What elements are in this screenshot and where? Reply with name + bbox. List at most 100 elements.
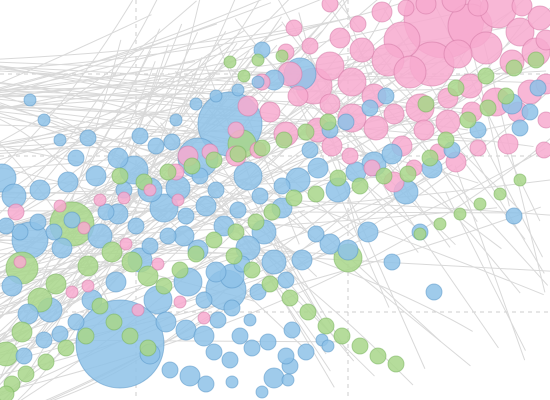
bubble-blue[interactable] [529, 79, 547, 97]
bubble-pink[interactable] [363, 115, 389, 141]
bubble-pink[interactable] [173, 295, 187, 309]
bubble-green[interactable] [473, 197, 487, 211]
bubble-green[interactable] [45, 273, 67, 295]
bubble-blue[interactable] [205, 261, 227, 283]
bubble-green[interactable] [297, 123, 315, 141]
bubble-green[interactable] [493, 187, 507, 201]
bubble-blue[interactable] [149, 193, 179, 223]
bubble-blue[interactable] [107, 147, 129, 169]
bubble-blue[interactable] [85, 165, 107, 187]
bubble-green[interactable] [251, 53, 265, 67]
bubble-green[interactable] [413, 227, 427, 241]
bubble-blue[interactable] [243, 339, 261, 357]
bubble-green[interactable] [243, 261, 261, 279]
bubble-blue[interactable] [57, 171, 79, 193]
bubble-blue[interactable] [1, 275, 23, 297]
bubble-blue[interactable] [231, 327, 249, 345]
bubble-pink[interactable] [131, 303, 145, 317]
bubble-green[interactable] [91, 297, 109, 315]
bubble-green[interactable] [37, 353, 55, 371]
bubble-pink[interactable] [511, 0, 533, 17]
bubble-blue[interactable] [225, 375, 239, 389]
bubble-blue[interactable] [249, 283, 267, 301]
bubble-pink[interactable] [341, 147, 359, 165]
bubble-green[interactable] [437, 131, 455, 149]
bubble-pink[interactable] [315, 51, 345, 81]
bubble-blue[interactable] [29, 179, 51, 201]
bubble-green[interactable] [351, 337, 369, 355]
bubble-blue[interactable] [243, 313, 257, 327]
bubble-blue[interactable] [207, 181, 225, 199]
bubble-blue[interactable] [377, 87, 395, 105]
bubble-blue[interactable] [361, 99, 379, 117]
bubble-pink[interactable] [349, 15, 367, 33]
bubble-blue[interactable] [163, 133, 181, 151]
bubble-green[interactable] [263, 203, 281, 221]
bubble-green[interactable] [447, 79, 465, 97]
bubble-blue[interactable] [159, 227, 177, 245]
bubble-pink[interactable] [413, 119, 435, 141]
bubble-pink[interactable] [441, 0, 467, 13]
bubble-green[interactable] [17, 365, 35, 383]
bubble-green[interactable] [223, 55, 237, 69]
bubble-blue[interactable] [197, 375, 215, 393]
bubble-green[interactable] [205, 151, 223, 169]
bubble-pink[interactable] [497, 133, 519, 155]
bubble-green[interactable] [317, 317, 335, 335]
bubble-blue[interactable] [179, 365, 201, 387]
bubble-pink[interactable] [237, 95, 259, 117]
bubble-blue[interactable] [281, 373, 295, 387]
bubble-green[interactable] [351, 177, 369, 195]
bubble-pink[interactable] [53, 199, 67, 213]
bubble-green[interactable] [477, 67, 495, 85]
bubble-green[interactable] [237, 69, 251, 83]
bubble-green[interactable] [247, 213, 265, 231]
bubble-pink[interactable] [505, 17, 535, 47]
bubble-green[interactable] [399, 165, 417, 183]
bubble-blue[interactable] [79, 129, 97, 147]
bubble-green[interactable] [227, 223, 245, 241]
bubble-green[interactable] [205, 231, 223, 249]
bubble-pink[interactable] [77, 221, 91, 235]
bubble-pink[interactable] [65, 285, 79, 299]
bubble-blue[interactable] [37, 113, 51, 127]
bubble-green[interactable] [77, 255, 99, 277]
bubble-pink[interactable] [371, 1, 393, 23]
bubble-blue[interactable] [307, 225, 325, 243]
bubble-blue[interactable] [283, 321, 301, 339]
bubble-pink[interactable] [363, 159, 381, 177]
bubble-green[interactable] [329, 169, 347, 187]
bubble-blue[interactable] [221, 351, 239, 369]
bubble-green[interactable] [155, 277, 173, 295]
bubble-pink[interactable] [151, 257, 165, 271]
bubble-blue[interactable] [251, 75, 265, 89]
bubble-green[interactable] [121, 251, 143, 273]
bubble-green[interactable] [261, 275, 279, 293]
bubble-green[interactable] [253, 139, 271, 157]
bubble-blue[interactable] [0, 217, 15, 235]
bubble-pink[interactable] [285, 19, 303, 37]
bubble-green[interactable] [299, 303, 317, 321]
bubble-pink[interactable] [259, 101, 281, 123]
bubble-green[interactable] [369, 347, 387, 365]
bubble-pink[interactable] [321, 135, 343, 157]
bubble-blue[interactable] [141, 237, 159, 255]
bubble-pink[interactable] [329, 27, 351, 49]
bubble-green[interactable] [307, 185, 325, 203]
bubble-blue[interactable] [255, 385, 269, 399]
bubble-pink[interactable] [469, 31, 503, 65]
bubble-blue[interactable] [87, 223, 113, 249]
bubble-blue[interactable] [263, 367, 285, 389]
bubble-pink[interactable] [117, 191, 131, 205]
bubble-pink[interactable] [321, 0, 339, 13]
bubble-blue[interactable] [17, 303, 39, 325]
bubble-pink[interactable] [467, 0, 489, 17]
bubble-green[interactable] [187, 245, 205, 263]
bubble-blue[interactable] [381, 143, 403, 165]
bubble-pink[interactable] [301, 37, 319, 55]
bubble-blue[interactable] [307, 157, 329, 179]
bubble-green[interactable] [137, 265, 159, 287]
bubble-green[interactable] [105, 313, 123, 331]
bubble-blue[interactable] [511, 119, 529, 137]
bubble-blue[interactable] [63, 211, 81, 229]
